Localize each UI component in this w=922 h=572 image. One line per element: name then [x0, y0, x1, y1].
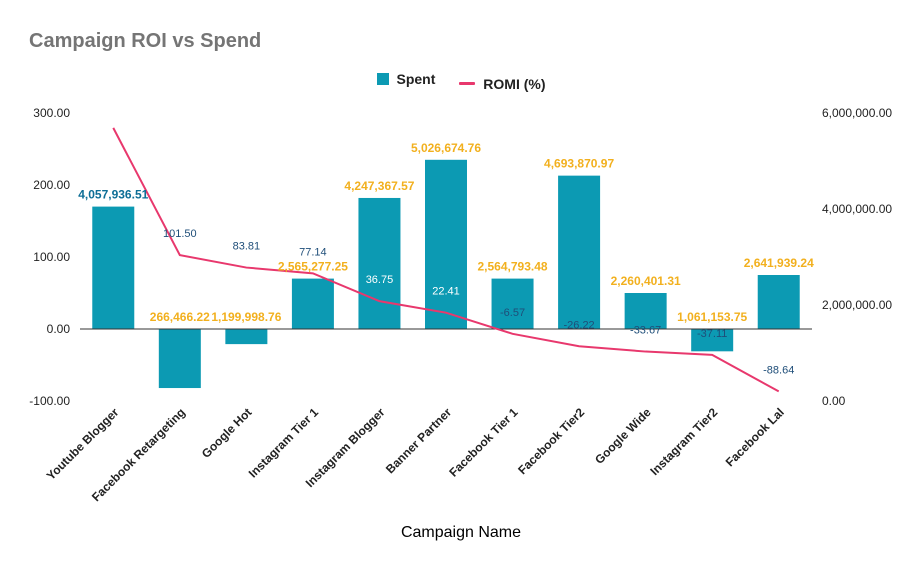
- x-axis-tick-label: Instagram Tier2: [647, 405, 720, 478]
- bar-value-label: 4,057,936.51: [78, 188, 148, 202]
- bar-spent[interactable]: [691, 329, 734, 352]
- bar-value-label: 1,061,153.75: [677, 310, 747, 324]
- x-axis-tick-label: Google Wide: [592, 405, 654, 467]
- left-axis-tick-label: 300.00: [33, 106, 70, 120]
- bar-spent[interactable]: [425, 159, 467, 329]
- x-axis-tick-label: Instagram Tier 1: [246, 405, 322, 481]
- bar-value-label: 2,260,401.31: [611, 274, 681, 288]
- legend: Spent ROMI (%): [0, 71, 922, 92]
- line-value-label: 36.75: [366, 274, 394, 286]
- line-value-label: 77.14: [299, 246, 327, 258]
- line-value-label: -26.22: [563, 319, 594, 331]
- line-value-label: -6.57: [500, 307, 525, 319]
- right-axis-tick-label: 0.00: [822, 394, 846, 408]
- legend-item-romi[interactable]: ROMI (%): [459, 75, 546, 92]
- bar-spent[interactable]: [558, 175, 601, 329]
- legend-swatch-spent: [376, 73, 389, 85]
- bar-spent[interactable]: [491, 278, 534, 329]
- left-axis-tick-label: 0.00: [47, 322, 71, 336]
- legend-label-romi: ROMI (%): [483, 75, 546, 92]
- line-value-label: -37.11: [697, 328, 727, 340]
- bar-value-label: 4,247,367.57: [344, 179, 414, 193]
- left-axis-tick-label: 100.00: [33, 250, 70, 264]
- line-value-label: 83.81: [233, 241, 261, 253]
- right-axis-tick-label: 6,000,000.00: [822, 106, 892, 120]
- line-value-label: -33.67: [630, 325, 661, 337]
- bar-value-label: 5,026,674.76: [411, 141, 481, 155]
- x-axis-tick-label: Facebook Tier 1: [446, 405, 521, 480]
- bar-value-label: 1,199,998.76: [211, 310, 281, 324]
- bar-spent[interactable]: [92, 206, 135, 329]
- bar-spent[interactable]: [358, 197, 401, 329]
- line-value-label: 101.50: [163, 228, 197, 240]
- x-axis-tick-label: Banner Partner: [383, 405, 454, 476]
- bar-spent[interactable]: [158, 329, 201, 389]
- bar-spent[interactable]: [225, 329, 268, 345]
- right-axis-tick-label: 4,000,000.00: [822, 202, 892, 216]
- legend-label-spent: Spent: [396, 71, 436, 87]
- bar-value-label: 2,565,277.25: [278, 260, 348, 274]
- x-axis-tick-label: Facebook Tier2: [515, 405, 587, 477]
- line-value-label: 22.41: [432, 286, 460, 298]
- bar-value-label: 266,466.22: [150, 310, 210, 324]
- left-axis-tick-label: -100.00: [29, 394, 70, 408]
- chart-title: Campaign ROI vs Spend: [29, 30, 262, 52]
- left-axis-tick-label: 200.00: [33, 178, 70, 192]
- bar-spent[interactable]: [291, 278, 334, 329]
- line-value-label: -88.64: [763, 364, 794, 376]
- bar-value-label: 2,641,939.24: [744, 256, 814, 270]
- line-romi[interactable]: [112, 127, 780, 393]
- bar-spent[interactable]: [757, 275, 800, 329]
- bar-value-label: 2,564,793.48: [478, 260, 548, 274]
- right-axis-tick-label: 2,000,000.00: [822, 298, 892, 312]
- x-axis-tick-label: Facebook Lal: [723, 405, 787, 469]
- bar-value-label: 4,693,870.97: [544, 157, 614, 171]
- legend-item-spent[interactable]: Spent: [376, 71, 436, 87]
- x-axis-tick-label: Youtube Blogger: [44, 405, 122, 483]
- bar-spent[interactable]: [624, 293, 667, 329]
- x-axis-tick-label: Google Hot: [199, 405, 255, 461]
- legend-swatch-romi: [459, 82, 476, 85]
- x-axis-title: Campaign Name: [400, 524, 522, 541]
